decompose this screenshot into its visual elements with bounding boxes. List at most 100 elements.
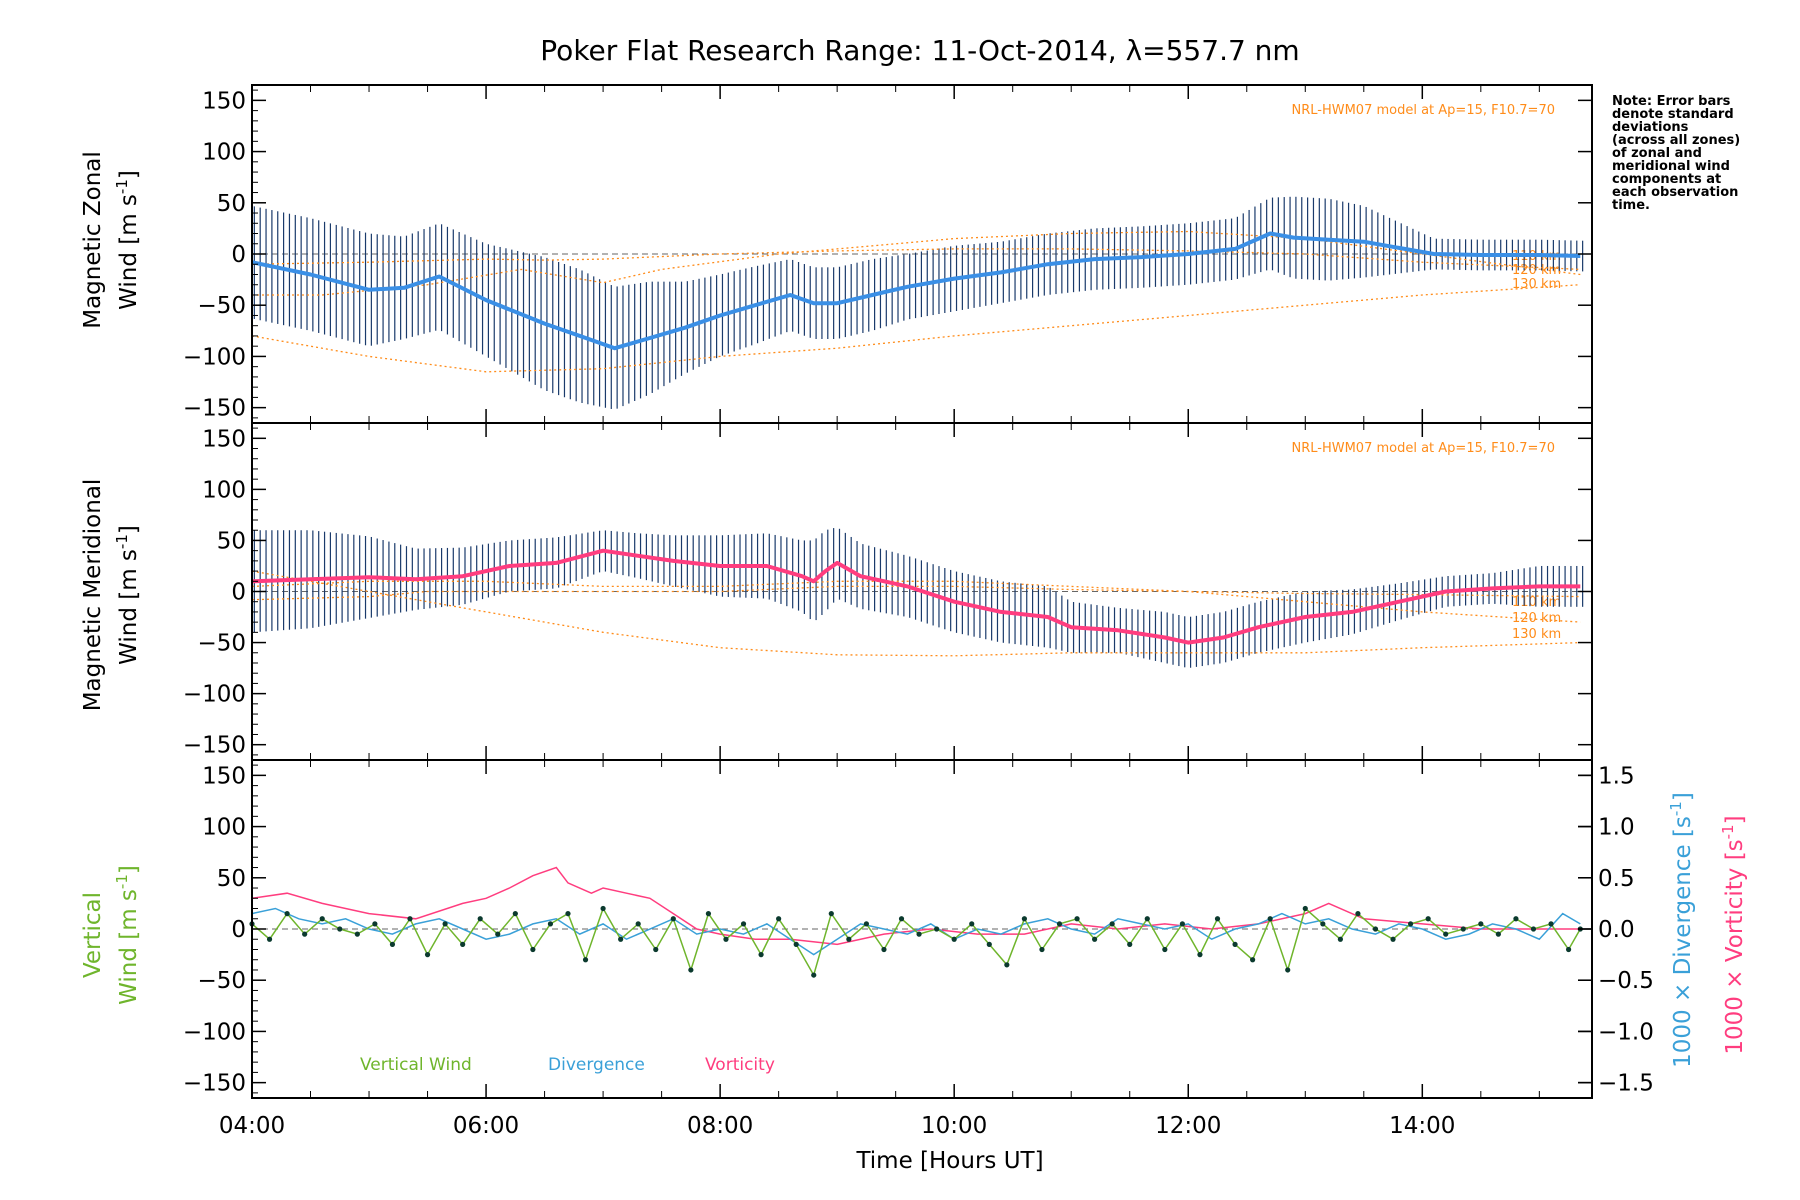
vertical-wind-point — [1197, 952, 1203, 958]
vertical-wind-point — [284, 911, 290, 917]
y-tick-label: −100 — [183, 1019, 246, 1045]
y-tick-label: 150 — [202, 88, 246, 114]
y-tick-label: −150 — [183, 1071, 246, 1097]
x-tick-label: 10:00 — [921, 1113, 987, 1139]
note-line: each observation — [1612, 185, 1738, 200]
vertical-wind-point — [828, 911, 834, 917]
vertical-wind-point — [1285, 967, 1291, 973]
vertical-wind-point — [442, 921, 448, 927]
y2-tick-label: −1.0 — [1598, 1019, 1654, 1045]
vertical-wind-point — [758, 952, 764, 958]
vertical-wind-point — [1355, 911, 1361, 917]
vertical-wind-point — [1162, 946, 1168, 953]
vertical-wind-point — [1267, 916, 1273, 922]
vertical-wind-point — [477, 916, 483, 922]
y-tick-label: 100 — [202, 140, 246, 166]
x-tick-label: 14:00 — [1389, 1113, 1455, 1139]
vertical-wind-point — [266, 936, 273, 942]
y-tick-label: −150 — [183, 733, 246, 759]
legend-divergence: Divergence — [548, 1055, 645, 1075]
vertical-wind-point — [1004, 962, 1010, 968]
vertical-ylabel: Vertical Wind [m s-1] — [80, 865, 142, 1005]
vertical-wind-point — [898, 916, 905, 922]
altitude-label: 120 km — [1512, 611, 1561, 626]
x-tick-label: 06:00 — [453, 1113, 519, 1139]
vertical-wind-point — [582, 957, 589, 963]
vertical-wind-point — [670, 916, 676, 922]
chart-title: Poker Flat Research Range: 11-Oct-2014, … — [540, 34, 1299, 67]
vertical-wind-point — [565, 911, 571, 917]
legend-vertical-wind: Vertical Wind — [360, 1055, 472, 1075]
x-tick-label: 08:00 — [687, 1113, 753, 1139]
vertical-wind-point — [934, 926, 940, 932]
vertical-wind-point — [1425, 916, 1431, 922]
mean-wind-line — [251, 548, 1581, 645]
vertical-wind-point — [337, 926, 343, 932]
y-tick-label: −50 — [197, 968, 246, 994]
y-tick-label: −50 — [197, 631, 246, 657]
vertical-wind-point — [916, 931, 922, 937]
note-line: components at — [1612, 172, 1721, 187]
divergence-ylabel: 1000 × Divergence [s-1] — [1667, 792, 1696, 1068]
note-block: Note: Error bars denote standard deviati… — [1612, 94, 1740, 213]
vertical-wind-point — [1390, 936, 1396, 942]
y-tick-label: 150 — [202, 763, 246, 789]
vertical-wind-point — [986, 941, 992, 947]
vorticity-ylabel: 1000 × Vorticity [s-1] — [1719, 815, 1748, 1054]
model-label-zonal: NRL-HWM07 model at Ap=15, F10.7=70 — [1292, 103, 1556, 118]
vertical-wind-point — [969, 921, 975, 927]
zonal-ylabel: Magnetic Zonal Wind [m s-1] — [80, 151, 142, 329]
vertical-wind-point — [1565, 946, 1572, 953]
vertical-wind-point — [495, 931, 501, 937]
x-tick-label: 04:00 — [219, 1113, 285, 1139]
y-tick-label: 50 — [217, 866, 246, 892]
altitude-label: 130 km — [1512, 277, 1561, 292]
note-line: meridional wind — [1612, 159, 1730, 174]
vertical-wind-point — [372, 921, 378, 927]
vertical-wind-point — [389, 941, 396, 947]
vertical-wind-point — [512, 911, 518, 917]
vertical-wind-point — [723, 936, 729, 942]
y2-tick-label: 0.0 — [1598, 917, 1635, 943]
vertical-wind-point — [1056, 921, 1063, 927]
y-tick-label: −50 — [197, 293, 246, 319]
y-tick-label: 50 — [217, 528, 246, 554]
y-tick-label: −100 — [183, 344, 246, 370]
ylabel-line1: Vertical — [80, 892, 106, 978]
y-tick-label: 50 — [217, 191, 246, 217]
vertical-wind-point — [1109, 921, 1115, 927]
vertical-wind-point — [688, 967, 694, 973]
vertical-wind-point — [1127, 941, 1133, 947]
meridional-wind-panel: −150 −100 −50 0 50 100 150 — [183, 422, 1593, 761]
vertical-wind-panel: −150 −100 −50 0 50 100 150 −1.5 −1.0 −0.5 0.0 0.5 1.… — [183, 759, 1654, 1099]
model-line-130-km — [251, 570, 1581, 657]
vertical-wind-point — [793, 941, 799, 947]
meridional-ylabel: Magnetic Meridional Wind [m s-1] — [80, 479, 142, 712]
y2-tick-label: 1.5 — [1598, 763, 1635, 789]
vertical-wind-point — [1372, 926, 1379, 932]
vertical-wind-point — [740, 921, 747, 927]
vertical-wind-point — [1144, 916, 1150, 922]
y-tick-label: 150 — [202, 426, 246, 452]
vertical-wind-point — [1513, 916, 1519, 922]
y-tick-label: 100 — [202, 477, 246, 503]
model-line-110-km — [251, 248, 1581, 271]
vertical-wind-point — [460, 941, 466, 947]
error-bars — [253, 528, 1584, 668]
x-tick-label: 12:00 — [1155, 1113, 1221, 1139]
y2-tick-label: −0.5 — [1598, 968, 1654, 994]
vertical-wind-point — [863, 921, 870, 927]
vertical-wind-point — [1548, 921, 1554, 927]
vertical-wind-point — [1530, 926, 1537, 932]
vertical-wind-point — [1460, 926, 1466, 932]
vertical-wind-point — [1092, 936, 1098, 942]
y-tick-label: 0 — [231, 580, 246, 606]
vertical-wind-point — [1408, 921, 1414, 927]
vertical-wind-point — [600, 905, 606, 912]
note-line: (across all zones) — [1612, 133, 1740, 148]
vertical-wind-point — [846, 936, 852, 942]
note-line: Note: Error bars — [1612, 94, 1731, 109]
vertical-wind-point — [302, 931, 308, 937]
vertical-wind-point — [881, 946, 887, 953]
